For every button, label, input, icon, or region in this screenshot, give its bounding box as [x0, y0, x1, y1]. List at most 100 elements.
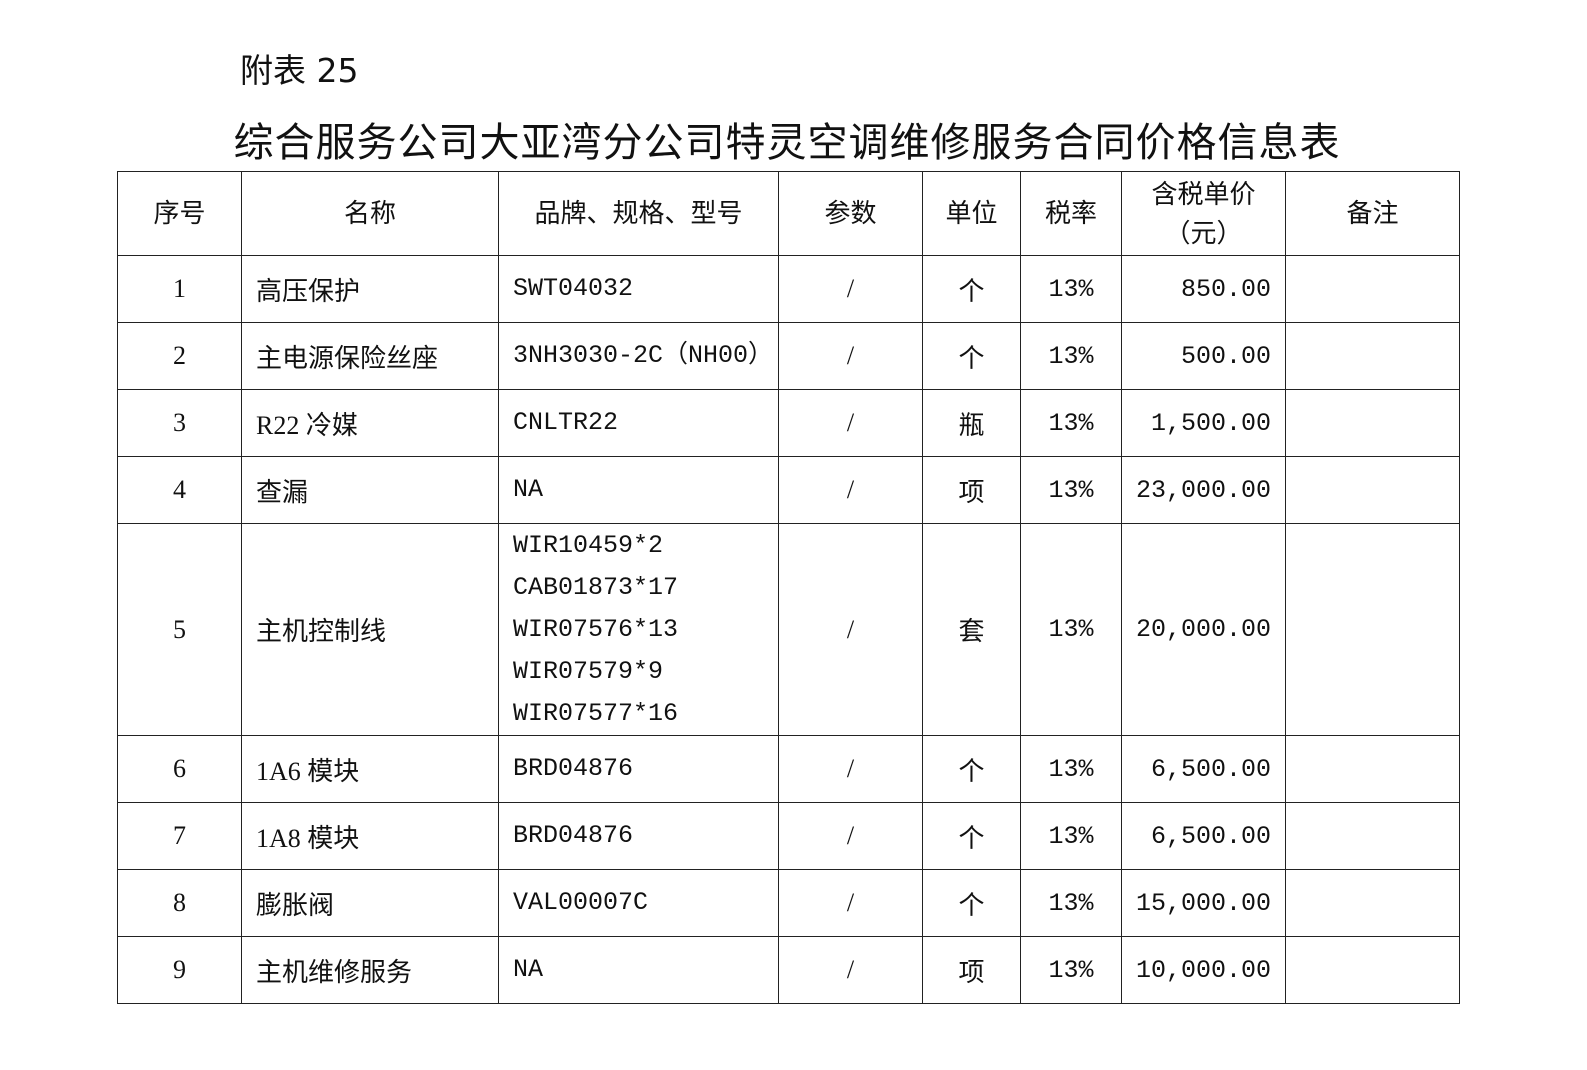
spec-line: WIR07577*16	[513, 698, 679, 728]
item-tax: 13%	[1020, 255, 1122, 323]
item-unit: 个	[922, 322, 1021, 390]
spec-line: BRD04876	[513, 821, 634, 850]
item-unit: 瓶	[922, 389, 1021, 457]
item-price: 500.00	[1120, 322, 1287, 390]
row-no: 2	[117, 322, 242, 390]
item-spec: CNLTR22	[498, 389, 779, 457]
item-tax: 13%	[1020, 523, 1122, 736]
header-param: 参数	[778, 171, 923, 256]
spec-line: CNLTR22	[513, 408, 619, 437]
item-name: R22 冷媒	[241, 389, 499, 457]
item-name: 主机控制线	[241, 523, 499, 736]
item-name: 主电源保险丝座	[241, 322, 499, 390]
spec-line: VAL00007C	[513, 888, 649, 917]
item-note	[1285, 322, 1461, 390]
item-spec: SWT04032	[498, 255, 779, 323]
item-tax: 13%	[1020, 936, 1122, 1004]
price-table: 序号 名称 品牌、规格、型号 参数 单位 税率 含税单价（元） 备注 1 高压保护 SWT0403…	[117, 171, 1461, 1004]
header-spec: 品牌、规格、型号	[498, 171, 779, 256]
item-note	[1285, 523, 1461, 736]
item-param: /	[778, 322, 923, 390]
item-param: /	[778, 456, 923, 524]
header-no: 序号	[117, 171, 242, 256]
table-row: 8 膨胀阀 VAL00007C / 个 13% 15,000.00	[117, 869, 1461, 937]
item-note	[1285, 389, 1461, 457]
item-spec: 3NH3030-2C（NH00）	[498, 322, 779, 390]
header-unit: 单位	[922, 171, 1021, 256]
item-unit: 个	[922, 869, 1021, 937]
item-spec: NA	[498, 456, 779, 524]
table-row: 7 1A8 模块 BRD04876 /个 13% 6,500.00	[117, 802, 1461, 870]
item-price: 850.00	[1120, 255, 1287, 323]
spec-line: NA	[513, 955, 544, 984]
item-note	[1285, 936, 1461, 1004]
item-param: /	[778, 523, 923, 736]
document-title: 综合服务公司大亚湾分公司特灵空调维修服务合同价格信息表	[233, 120, 1341, 166]
item-name: 1A6 模块	[241, 735, 499, 803]
spec-line: WIR10459*2	[513, 530, 664, 560]
header-tax: 税率	[1020, 171, 1122, 256]
spec-line: WIR07576*13	[513, 614, 679, 644]
item-note	[1285, 255, 1461, 323]
table-row: 2 主电源保险丝座 3NH3030-2C（NH00） / 个 13% 500.00	[117, 322, 1461, 390]
item-price: 6,500.00	[1120, 802, 1287, 870]
item-param: /	[778, 936, 923, 1004]
item-spec: VAL00007C	[498, 869, 779, 937]
item-name: 主机维修服务	[241, 936, 499, 1004]
item-name: 1A8 模块	[241, 802, 499, 870]
item-unit: 项	[922, 936, 1021, 1004]
item-spec: WIR10459*2 CAB01873*17 WIR07576*13 WIR07579…	[498, 523, 779, 736]
item-name: 查漏	[241, 456, 499, 524]
spec-line: BRD04876	[513, 754, 634, 783]
item-param: /	[778, 735, 923, 803]
row-no: 7	[117, 802, 242, 870]
item-name: 膨胀阀	[241, 869, 499, 937]
spec-line: WIR07579*9	[513, 656, 664, 686]
row-no: 4	[117, 456, 242, 524]
item-tax: 13%	[1020, 802, 1122, 870]
item-param: /	[778, 802, 923, 870]
item-spec: BRD04876	[498, 802, 779, 870]
item-note	[1285, 802, 1461, 870]
item-unit: 个	[922, 735, 1021, 803]
item-param: /	[778, 255, 923, 323]
item-unit: 个	[922, 802, 1021, 870]
item-unit: 套	[922, 523, 1021, 736]
item-price: 6,500.00	[1120, 735, 1287, 803]
spec-line: CAB01873*17	[513, 572, 679, 602]
item-price: 23,000.00	[1120, 456, 1287, 524]
table-row: 5 主机控制线 WIR10459*2 CAB01873*17 WIR07576*13 WI…	[117, 523, 1461, 736]
spec-line: SWT04032	[513, 274, 634, 303]
item-param: /	[778, 869, 923, 937]
item-unit: 项	[922, 456, 1021, 524]
item-note	[1285, 735, 1461, 803]
item-spec: BRD04876	[498, 735, 779, 803]
row-no: 9	[117, 936, 242, 1004]
item-tax: 13%	[1020, 869, 1122, 937]
row-no: 6	[117, 735, 242, 803]
item-note	[1285, 456, 1461, 524]
spec-line: 3NH3030-2C（NH00）	[513, 341, 774, 370]
spec-line: NA	[513, 475, 544, 504]
item-name: 高压保护	[241, 255, 499, 323]
table-row: 6 1A6 模块 BRD04876 /个 13% 6,500.00	[117, 735, 1461, 803]
header-note: 备注	[1285, 171, 1461, 256]
item-tax: 13%	[1020, 735, 1122, 803]
header-name: 名称	[241, 171, 499, 256]
item-note	[1285, 869, 1461, 937]
header-price: 含税单价（元）	[1120, 171, 1287, 256]
table-row: 1 高压保护 SWT04032 /个 13% 850.00	[117, 255, 1461, 323]
annex-label: 附表 25	[240, 51, 359, 90]
item-tax: 13%	[1020, 456, 1122, 524]
row-no: 8	[117, 869, 242, 937]
item-price: 1,500.00	[1120, 389, 1287, 457]
item-price: 20,000.00	[1120, 523, 1287, 736]
item-unit: 个	[922, 255, 1021, 323]
table-row: 3 R22 冷媒 CNLTR22 /瓶 13% 1,500.00	[117, 389, 1461, 457]
row-no: 3	[117, 389, 242, 457]
row-no: 1	[117, 255, 242, 323]
row-no: 5	[117, 523, 242, 736]
item-price: 10,000.00	[1120, 936, 1287, 1004]
item-param: /	[778, 389, 923, 457]
table-row: 9 主机维修服务 NA / 项 13% 10,000.00	[117, 936, 1461, 1004]
